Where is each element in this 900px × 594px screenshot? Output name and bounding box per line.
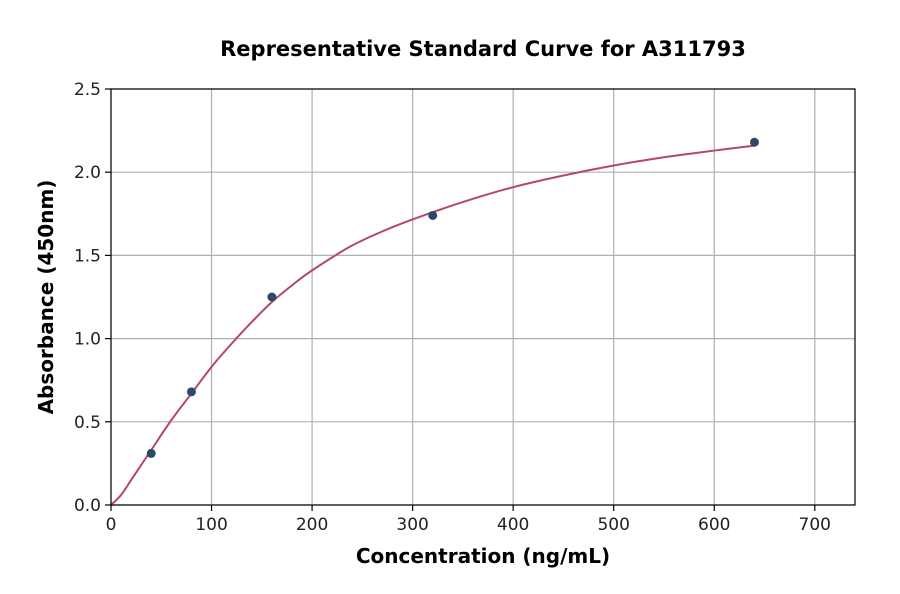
plot-frame (110, 88, 856, 506)
x-tick-label-4: 400 (497, 515, 529, 535)
y-tick-label-1: 0.5 (74, 413, 101, 433)
data-point-1 (186, 387, 196, 397)
x-axis-label: Concentration (ng/mL) (356, 544, 610, 568)
y-tick-label-4: 2.0 (74, 163, 101, 183)
y-axis-label: Absorbance (450nm) (34, 180, 58, 415)
x-tick-label-3: 300 (396, 515, 428, 535)
data-points-layer (146, 137, 759, 458)
y-tick-label-2: 1.0 (74, 330, 101, 350)
data-point-2 (267, 292, 277, 302)
y-tick-label-0: 0.0 (74, 496, 101, 516)
x-tick-label-2: 200 (296, 515, 328, 535)
x-tick-label-1: 100 (195, 515, 227, 535)
grid (110, 88, 855, 506)
data-point-0 (146, 448, 156, 458)
chart-title: Representative Standard Curve for A31179… (220, 37, 746, 61)
y-tick-label-3: 1.5 (74, 246, 101, 266)
y-tick-label-5: 2.5 (74, 80, 101, 100)
fitted-curve-line (110, 144, 755, 506)
x-tick-label-7: 700 (799, 515, 831, 535)
y-axis-ticks: 0.0 0.5 1.0 1.5 2.0 2.5 (74, 80, 111, 516)
x-tick-label-6: 600 (698, 515, 730, 535)
x-tick-label-0: 0 (106, 515, 117, 535)
fitted-curve-layer (110, 144, 755, 506)
data-point-3 (428, 210, 438, 220)
data-point-4 (749, 137, 759, 147)
x-tick-label-5: 500 (597, 515, 629, 535)
x-axis-ticks: 0 100 200 300 400 500 600 700 (106, 505, 831, 535)
